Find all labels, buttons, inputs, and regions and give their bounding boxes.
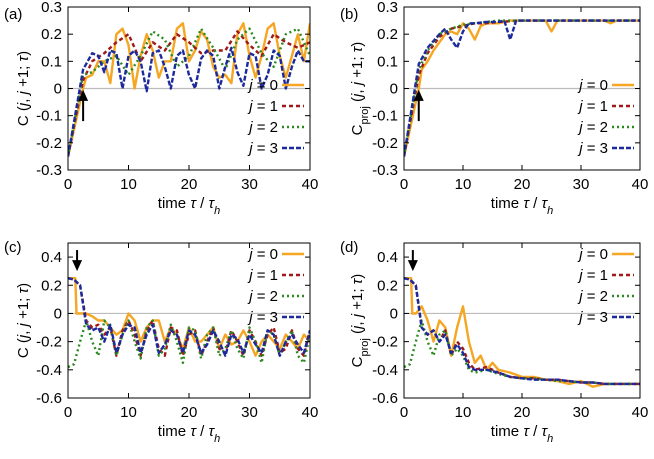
x-tick-label: 20: [181, 176, 198, 193]
x-tick-label: 30: [573, 404, 590, 421]
legend-label-j0: j = 0: [577, 77, 608, 94]
series-line-j3: [68, 46, 310, 157]
y-tick-label: 0: [54, 81, 62, 98]
legend-label-j2: j = 2: [577, 119, 608, 136]
y-tick-label: -0.2: [372, 334, 398, 351]
chart-panel-2: (b) 0 10 20 30 40 -0.3 -0.2 -0.1 0 0.1 0.2 0.3 time τ…: [340, 0, 648, 217]
y-tick-label: -0.3: [372, 162, 398, 179]
y-tick-label: -0.6: [372, 390, 398, 407]
x-tick-label: 20: [181, 404, 198, 421]
x-tick-label: 10: [120, 176, 137, 193]
y-tick-label: 0.1: [377, 53, 398, 70]
x-tick-label: 10: [455, 176, 472, 193]
panel-label: (d): [340, 239, 358, 256]
legend-label-j1: j = 1: [247, 98, 278, 115]
y-tick-label: -0.2: [36, 135, 62, 152]
x-tick-label: 40: [632, 404, 649, 421]
legend-label-j0: j = 0: [247, 77, 278, 94]
y-axis-label: Cproj (j, j +1; τ): [349, 274, 371, 368]
y-tick-label: 0.1: [41, 53, 62, 70]
y-tick-label: 0.2: [41, 26, 62, 43]
x-tick-label: 10: [120, 404, 137, 421]
y-tick-label: 0.2: [377, 277, 398, 294]
arrow-head: [407, 260, 418, 272]
x-tick-label: 40: [302, 176, 319, 193]
series-line-j3: [68, 277, 310, 357]
y-tick-label: -0.4: [372, 362, 398, 379]
legend-label-j3: j = 3: [577, 309, 608, 326]
chart-panel-4: (d) 0 10 20 30 40 -0.6 -0.4 -0.2 0 0.2 0.4 time τ / …: [340, 239, 648, 445]
series-line-j3: [404, 19, 640, 157]
panel-label: (a): [4, 6, 22, 23]
series-line-j2: [68, 319, 310, 369]
y-tick-label: 0.3: [41, 0, 62, 16]
legend-label-j0: j = 0: [577, 246, 608, 263]
chart-panel-1: (a) 0 10 20 30 40 -0.3 -0.2 -0.1 0 0.1 0.2 0.3 time τ…: [4, 0, 318, 217]
x-tick-label: 40: [632, 176, 649, 193]
legend-label-j3: j = 3: [247, 309, 278, 326]
x-tick-label: 10: [455, 404, 472, 421]
y-tick-label: 0.2: [377, 26, 398, 43]
x-axis-label: time τ / τh: [158, 195, 220, 217]
y-axis-label: Cproj (j, j +1; τ): [349, 42, 371, 136]
legend-label-j0: j = 0: [247, 246, 278, 263]
arrow-head: [72, 260, 83, 272]
arrow-head: [413, 89, 424, 101]
x-tick-label: 0: [400, 176, 408, 193]
y-tick-label: 0.2: [41, 277, 62, 294]
x-tick-label: 30: [241, 176, 258, 193]
chart-panel-3: (c) 0 10 20 30 40 -0.6 -0.4 -0.2 0 0.2 0.4 time τ / …: [4, 239, 318, 445]
y-tick-label: -0.1: [372, 108, 398, 125]
y-tick-label: 0.4: [41, 249, 62, 266]
panel-label: (c): [4, 239, 22, 256]
y-axis-label: C (j, j +1; τ): [15, 283, 32, 358]
x-tick-label: 30: [573, 176, 590, 193]
legend-label-j1: j = 1: [577, 98, 608, 115]
series-line-j2: [404, 319, 640, 386]
legend-label-j2: j = 2: [247, 288, 278, 305]
y-tick-label: 0: [390, 81, 398, 98]
series-line-j3: [404, 277, 640, 386]
y-tick-label: 0.3: [377, 0, 398, 16]
y-tick-label: -0.3: [36, 162, 62, 179]
arrow-head: [78, 89, 89, 101]
x-tick-label: 0: [400, 404, 408, 421]
x-tick-label: 20: [514, 176, 531, 193]
series-line-j1: [68, 30, 310, 157]
legend-label-j2: j = 2: [247, 119, 278, 136]
x-axis-label: time τ / τh: [491, 195, 553, 217]
y-axis-label: C (j, j +1; τ): [15, 51, 32, 126]
y-tick-label: 0: [54, 305, 62, 322]
x-tick-label: 40: [302, 404, 319, 421]
x-axis-label: time τ / τh: [158, 423, 220, 445]
legend-label-j1: j = 1: [247, 267, 278, 284]
series-line-j0: [68, 22, 310, 157]
y-tick-label: -0.6: [36, 390, 62, 407]
y-tick-label: -0.2: [372, 135, 398, 152]
legend-label-j3: j = 3: [577, 140, 608, 157]
y-tick-label: -0.4: [36, 362, 62, 379]
legend-label-j2: j = 2: [577, 288, 608, 305]
x-tick-label: 0: [64, 404, 72, 421]
legend-label-j1: j = 1: [577, 267, 608, 284]
x-tick-label: 30: [241, 404, 258, 421]
y-tick-label: -0.2: [36, 334, 62, 351]
x-tick-label: 0: [64, 176, 72, 193]
panel-label: (b): [340, 6, 358, 23]
x-tick-label: 20: [514, 404, 531, 421]
legend-label-j3: j = 3: [247, 140, 278, 157]
x-axis-label: time τ / τh: [491, 423, 553, 445]
y-tick-label: 0: [390, 305, 398, 322]
y-tick-label: -0.1: [36, 108, 62, 125]
y-tick-label: 0.4: [377, 249, 398, 266]
